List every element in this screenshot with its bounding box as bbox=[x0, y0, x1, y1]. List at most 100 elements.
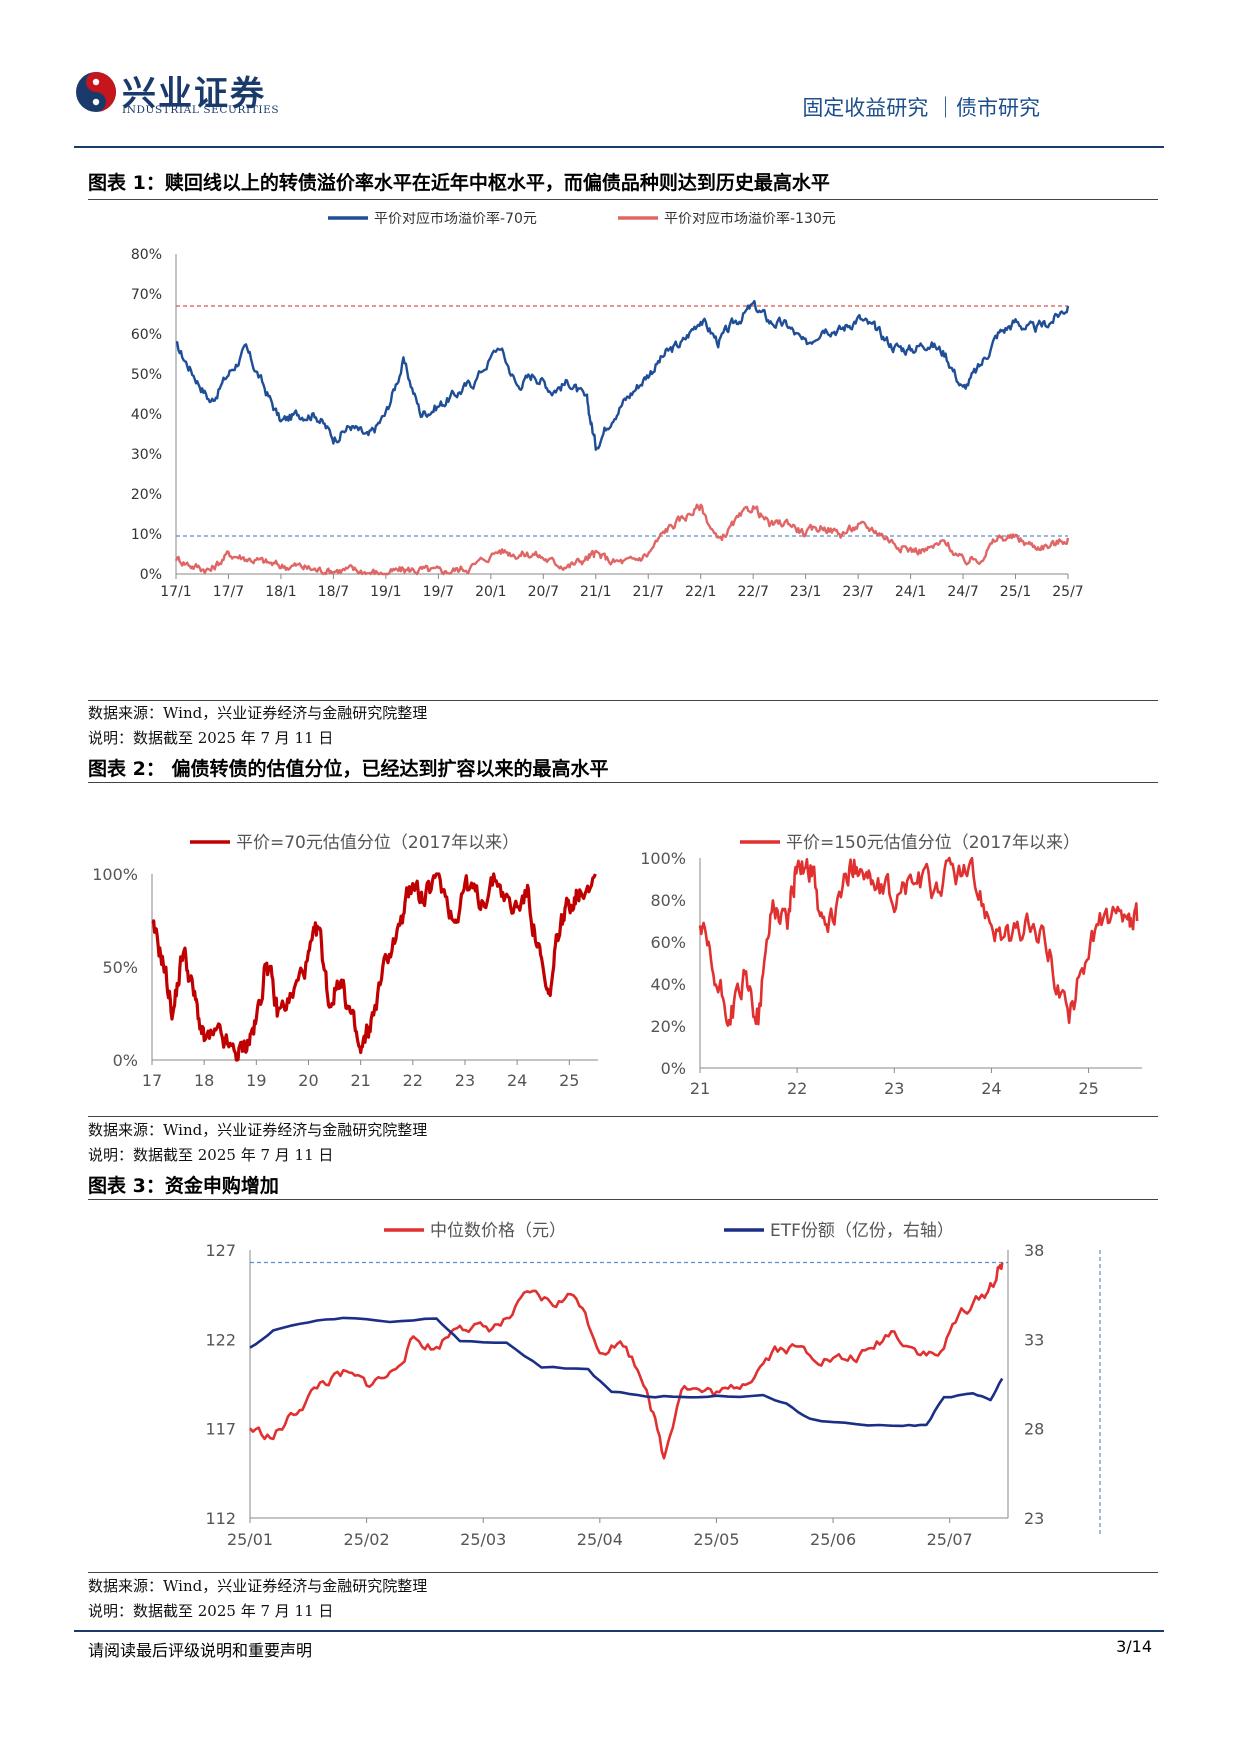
y-tick-label: 10% bbox=[131, 527, 162, 543]
y-tick-label: 0% bbox=[140, 567, 162, 583]
figure3-note: 说明：数据截至 2025 年 7 月 11 日 bbox=[88, 1602, 334, 1620]
footer-disclaimer: 请阅读最后评级说明和重要声明 bbox=[88, 1641, 313, 1660]
y-tick-label: 20% bbox=[650, 1017, 686, 1036]
figure1-source: 数据来源：Wind，兴业证券经济与金融研究院整理 bbox=[88, 704, 428, 722]
y-tick-label: 30% bbox=[131, 447, 162, 463]
brand-name-en: INDUSTRIAL SECURITIES bbox=[122, 104, 280, 116]
y-right-tick-label: 23 bbox=[1024, 1509, 1044, 1528]
x-tick-label: 25/01 bbox=[227, 1530, 273, 1549]
y-tick-label: 60% bbox=[131, 327, 162, 343]
chart3-percentile-150: 平价=150元估值分位（2017年以来） 0% 20% 40% 60% 80% 100% 21… bbox=[640, 833, 1142, 1098]
x-tick-label: 18/7 bbox=[318, 584, 349, 600]
y-tick-label: 20% bbox=[131, 487, 162, 503]
y-tick-label: 50% bbox=[102, 958, 138, 977]
y-left-tick-label: 117 bbox=[205, 1420, 236, 1439]
y-left-tick-label: 112 bbox=[205, 1509, 236, 1528]
x-tick-label: 24/1 bbox=[895, 584, 926, 600]
x-tick-label: 21/7 bbox=[633, 584, 664, 600]
x-tick-label: 23/1 bbox=[790, 584, 821, 600]
x-tick-label: 23 bbox=[455, 1071, 475, 1090]
x-tick-label: 24 bbox=[507, 1071, 527, 1090]
y-tick-label: 80% bbox=[650, 891, 686, 910]
figure1-title: 图表 1：赎回线以上的转债溢价率水平在近年中枢水平，而偏债品种则达到历史最高水平 bbox=[88, 172, 830, 194]
legend-label-1: 平价对应市场溢价率-130元 bbox=[664, 212, 836, 227]
chart4-price-etf: 中位数价格（元） ETF份额（亿份，右轴） 112 117 122 127 23 28 33 38… bbox=[205, 1221, 1101, 1549]
series-line-0 bbox=[175, 299, 1070, 451]
y-tick-label: 80% bbox=[131, 247, 162, 263]
y-tick-label: 100% bbox=[92, 865, 138, 884]
y-right-tick-label: 38 bbox=[1024, 1241, 1044, 1260]
x-tick-label: 24 bbox=[981, 1079, 1001, 1098]
series-line bbox=[698, 856, 1139, 1027]
x-tick-label: 22/7 bbox=[737, 584, 768, 600]
y-tick-label: 70% bbox=[131, 287, 162, 303]
x-tick-label: 23 bbox=[884, 1079, 904, 1098]
y-tick-label: 50% bbox=[131, 367, 162, 383]
figure1-note: 说明：数据截至 2025 年 7 月 11 日 bbox=[88, 729, 334, 747]
figure3-title: 图表 3：资金申购增加 bbox=[88, 1175, 279, 1197]
legend-label-0: 中位数价格（元） bbox=[430, 1221, 566, 1241]
y-tick-label: 60% bbox=[650, 933, 686, 952]
x-tick-label: 19 bbox=[246, 1071, 266, 1090]
figure1-title-rule bbox=[88, 199, 1158, 200]
x-tick-label: 21 bbox=[350, 1071, 370, 1090]
y-right-tick-label: 33 bbox=[1024, 1330, 1044, 1349]
x-tick-label: 25/1 bbox=[1000, 584, 1031, 600]
legend-label: 平价=150元估值分位（2017年以来） bbox=[786, 833, 1080, 853]
brand-logo bbox=[74, 70, 118, 114]
figure3-source: 数据来源：Wind，兴业证券经济与金融研究院整理 bbox=[88, 1577, 428, 1595]
x-tick-label: 23/7 bbox=[842, 584, 873, 600]
y-left-tick-label: 122 bbox=[205, 1330, 236, 1349]
x-tick-label: 18/1 bbox=[265, 584, 296, 600]
y-tick-label: 100% bbox=[640, 849, 686, 868]
series-line bbox=[151, 872, 597, 1062]
section-label: 固定收益研究 ｜债市研究 bbox=[802, 96, 1040, 120]
figure2-bottom-rule bbox=[88, 1116, 1158, 1117]
figure3-bottom-rule bbox=[88, 1572, 1158, 1573]
x-tick-label: 22/1 bbox=[685, 584, 716, 600]
footer-rule bbox=[74, 1630, 1164, 1632]
footer-page-number: 3/14 bbox=[1116, 1637, 1152, 1656]
x-tick-label: 25/7 bbox=[1052, 584, 1083, 600]
x-tick-label: 19/1 bbox=[370, 584, 401, 600]
figure3-title-rule bbox=[88, 1199, 1158, 1200]
x-tick-label: 25 bbox=[1078, 1079, 1098, 1098]
brand-name-cn: 兴业证券 bbox=[122, 74, 266, 114]
x-tick-label: 17/7 bbox=[213, 584, 244, 600]
x-tick-label: 20 bbox=[298, 1071, 318, 1090]
header-rule bbox=[74, 146, 1164, 148]
series-line-1 bbox=[174, 503, 1070, 576]
legend-label-1: ETF份额（亿份，右轴） bbox=[770, 1221, 954, 1241]
x-tick-label: 25/03 bbox=[460, 1530, 506, 1549]
series-line-1 bbox=[249, 1316, 1004, 1428]
logo-swirl-icon bbox=[76, 72, 116, 112]
x-tick-label: 18 bbox=[194, 1071, 214, 1090]
y-left-tick-label: 127 bbox=[205, 1241, 236, 1260]
x-tick-label: 25/06 bbox=[810, 1530, 856, 1549]
series-line-0 bbox=[249, 1262, 1004, 1460]
figure2-source: 数据来源：Wind，兴业证券经济与金融研究院整理 bbox=[88, 1121, 428, 1139]
y-tick-label: 0% bbox=[113, 1051, 138, 1070]
x-tick-label: 22 bbox=[787, 1079, 807, 1098]
x-tick-label: 19/7 bbox=[423, 584, 454, 600]
legend-label-0: 平价对应市场溢价率-70元 bbox=[374, 212, 537, 227]
x-tick-label: 20/1 bbox=[475, 584, 506, 600]
chart2-percentile-70: 平价=70元估值分位（2017年以来） 0% 50% 100% 17 18 19 20 21 22… bbox=[92, 833, 598, 1090]
y-tick-label: 40% bbox=[650, 975, 686, 994]
x-tick-label: 17/1 bbox=[160, 584, 191, 600]
chart1-premium-rate: 平价对应市场溢价率-70元 平价对应市场溢价率-130元 0% 10% 20% 30% 40… bbox=[131, 212, 1084, 600]
x-tick-label: 21 bbox=[690, 1079, 710, 1098]
x-tick-label: 17 bbox=[142, 1071, 162, 1090]
figure2-title-rule bbox=[88, 782, 1158, 783]
legend-label: 平价=70元估值分位（2017年以来） bbox=[236, 833, 519, 853]
x-tick-label: 25/07 bbox=[927, 1530, 973, 1549]
y-tick-label: 0% bbox=[661, 1059, 686, 1078]
y-right-tick-label: 28 bbox=[1024, 1420, 1044, 1439]
x-tick-label: 21/1 bbox=[580, 584, 611, 600]
x-tick-label: 25/04 bbox=[577, 1530, 623, 1549]
x-tick-label: 24/7 bbox=[947, 584, 978, 600]
x-tick-label: 25/02 bbox=[344, 1530, 390, 1549]
x-tick-label: 22 bbox=[403, 1071, 423, 1090]
figure2-title: 图表 2： 偏债转债的估值分位，已经达到扩容以来的最高水平 bbox=[88, 758, 609, 780]
x-tick-label: 20/7 bbox=[528, 584, 559, 600]
